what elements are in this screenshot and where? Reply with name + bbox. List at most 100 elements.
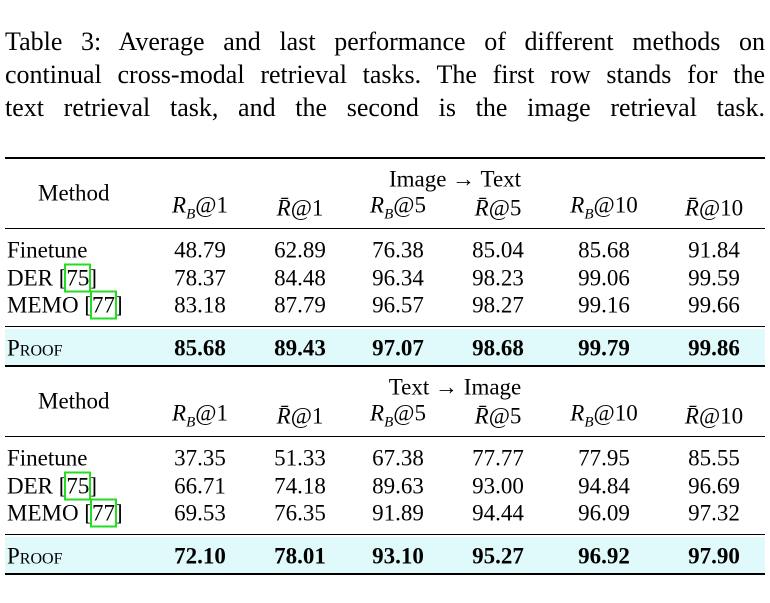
cell-value: 99.86 bbox=[688, 335, 740, 361]
cell-value: 94.44 bbox=[472, 500, 524, 526]
method-name: Proof bbox=[7, 543, 63, 569]
cell-value: 99.59 bbox=[688, 265, 740, 291]
cell-value: 37.35 bbox=[174, 445, 226, 471]
column-header: RB@10 bbox=[570, 402, 637, 431]
cell-value: 97.07 bbox=[372, 335, 424, 361]
rule bbox=[5, 365, 765, 367]
rule bbox=[5, 228, 765, 229]
method-name: Finetune bbox=[7, 447, 88, 470]
rule bbox=[5, 534, 765, 535]
cell-value: 99.66 bbox=[688, 292, 740, 318]
cell-value: 66.71 bbox=[174, 473, 226, 499]
column-header: R̄@1 bbox=[277, 197, 324, 220]
cell-value: 74.18 bbox=[274, 473, 326, 499]
highlight-bg bbox=[5, 329, 765, 365]
column-suffix: @5 bbox=[488, 195, 522, 221]
method-label: Finetune bbox=[7, 445, 88, 471]
citation: 75 bbox=[64, 471, 92, 501]
cell-value: 91.84 bbox=[688, 237, 740, 263]
column-suffix: @1 bbox=[195, 400, 228, 426]
column-subscript: B bbox=[384, 206, 394, 223]
method-name: MEMO [77] bbox=[7, 290, 123, 320]
cell-value: 85.55 bbox=[688, 445, 740, 471]
method-label: MEMO [ bbox=[7, 500, 92, 526]
citation-bracket: ] bbox=[114, 500, 123, 526]
column-suffix: @10 bbox=[593, 192, 638, 218]
column-suffix: @10 bbox=[593, 400, 638, 426]
cell-value: 69.53 bbox=[174, 500, 226, 526]
column-suffix: @10 bbox=[698, 195, 744, 221]
cell-value: 84.48 bbox=[274, 265, 326, 291]
cell-value: 94.84 bbox=[578, 473, 630, 499]
column-symbol: R̄ bbox=[276, 403, 291, 429]
cell-value: 48.79 bbox=[174, 237, 226, 263]
cell-value: 97.32 bbox=[688, 500, 740, 526]
method-label: Finetune bbox=[7, 237, 88, 263]
cell-value: 96.09 bbox=[578, 500, 630, 526]
method-name: DER [75] bbox=[7, 471, 97, 501]
cell-value: 78.01 bbox=[274, 543, 326, 569]
method-name: Proof bbox=[7, 335, 63, 361]
cell-value: 95.27 bbox=[472, 543, 524, 569]
cell-value: 89.43 bbox=[274, 335, 326, 361]
group-header: Text → Image bbox=[388, 374, 522, 400]
method-label: MEMO [ bbox=[7, 292, 92, 318]
cell-value: 85.68 bbox=[174, 335, 226, 361]
column-suffix: @5 bbox=[488, 403, 522, 429]
cell-value: 67.38 bbox=[372, 445, 424, 471]
column-header: RB@1 bbox=[172, 402, 228, 431]
column-symbol: R bbox=[172, 192, 187, 218]
cell-value: 51.33 bbox=[274, 445, 326, 471]
cell-value: 93.00 bbox=[472, 473, 524, 499]
column-suffix: @5 bbox=[393, 192, 426, 218]
cell-value: 99.06 bbox=[578, 265, 630, 291]
caption-line: Table 3: Average and last performance of… bbox=[5, 27, 765, 56]
cell-value: 89.63 bbox=[372, 473, 424, 499]
citation-bracket: ] bbox=[89, 265, 98, 291]
column-suffix: @5 bbox=[393, 400, 426, 426]
column-header: R̄@5 bbox=[475, 405, 522, 428]
column-subscript: B bbox=[186, 414, 196, 431]
caption-line: continual cross-modal retrieval tasks. T… bbox=[5, 60, 765, 89]
column-symbol: R bbox=[172, 400, 187, 426]
method-name: Finetune bbox=[7, 239, 88, 262]
cell-value: 98.23 bbox=[472, 265, 524, 291]
column-symbol: R bbox=[570, 400, 585, 426]
column-suffix: @1 bbox=[195, 192, 228, 218]
cell-value: 85.04 bbox=[472, 237, 524, 263]
column-header: R̄@5 bbox=[475, 197, 522, 220]
cell-value: 97.90 bbox=[688, 543, 740, 569]
cell-value: 96.34 bbox=[372, 265, 424, 291]
cell-value: 76.38 bbox=[372, 237, 424, 263]
cell-value: 98.68 bbox=[472, 335, 524, 361]
column-symbol: R̄ bbox=[474, 403, 489, 429]
cell-value: 98.27 bbox=[472, 292, 524, 318]
column-symbol: R bbox=[370, 192, 385, 218]
cell-value: 96.57 bbox=[372, 292, 424, 318]
cell-value: 76.35 bbox=[274, 500, 326, 526]
column-header: RB@5 bbox=[370, 402, 426, 431]
rule bbox=[5, 157, 765, 159]
group-header: Image → Text bbox=[388, 166, 522, 192]
cell-value: 72.10 bbox=[174, 543, 226, 569]
citation: 77 bbox=[89, 290, 117, 320]
column-symbol: R bbox=[570, 192, 585, 218]
method-header: Method bbox=[38, 388, 110, 414]
cell-value: 78.37 bbox=[174, 265, 226, 291]
method-header: Method bbox=[38, 180, 110, 206]
column-header: R̄@10 bbox=[685, 197, 743, 220]
rule bbox=[5, 436, 765, 437]
method-name: DER [75] bbox=[7, 263, 98, 293]
cell-value: 96.69 bbox=[688, 473, 740, 499]
cell-value: 96.92 bbox=[578, 543, 630, 569]
cell-value: 99.16 bbox=[578, 292, 630, 318]
highlight-bg bbox=[5, 537, 765, 573]
column-header: RB@1 bbox=[172, 194, 228, 223]
cell-value: 85.68 bbox=[578, 237, 630, 263]
column-header: R̄@1 bbox=[277, 405, 324, 428]
column-subscript: B bbox=[584, 206, 594, 223]
caption-line: text retrieval task, and the second is t… bbox=[5, 93, 765, 122]
citation: 77 bbox=[89, 498, 117, 528]
column-header: RB@10 bbox=[570, 194, 637, 223]
